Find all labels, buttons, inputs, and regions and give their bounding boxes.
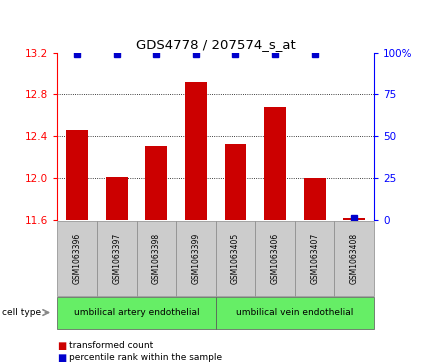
Text: GSM1063396: GSM1063396 — [73, 233, 82, 284]
Bar — [185, 82, 207, 220]
Text: GSM1063406: GSM1063406 — [271, 233, 280, 284]
Text: GSM1063398: GSM1063398 — [152, 233, 161, 284]
Text: percentile rank within the sample: percentile rank within the sample — [69, 353, 222, 362]
Bar — [106, 177, 128, 220]
Text: GSM1063397: GSM1063397 — [112, 233, 121, 284]
Text: ■: ■ — [57, 340, 67, 351]
Text: ■: ■ — [57, 352, 67, 363]
Text: cell type: cell type — [2, 308, 41, 317]
Bar — [145, 146, 167, 220]
Text: GSM1063408: GSM1063408 — [350, 233, 359, 284]
Text: GSM1063407: GSM1063407 — [310, 233, 319, 284]
Text: umbilical artery endothelial: umbilical artery endothelial — [74, 308, 199, 317]
Text: umbilical vein endothelial: umbilical vein endothelial — [236, 308, 354, 317]
Text: GSM1063405: GSM1063405 — [231, 233, 240, 284]
Bar — [343, 217, 365, 220]
Text: transformed count: transformed count — [69, 341, 153, 350]
Title: GDS4778 / 207574_s_at: GDS4778 / 207574_s_at — [136, 38, 295, 52]
Bar — [224, 144, 246, 220]
Bar — [304, 178, 326, 220]
Bar — [66, 130, 88, 220]
Text: GSM1063399: GSM1063399 — [191, 233, 201, 284]
Bar — [264, 107, 286, 220]
